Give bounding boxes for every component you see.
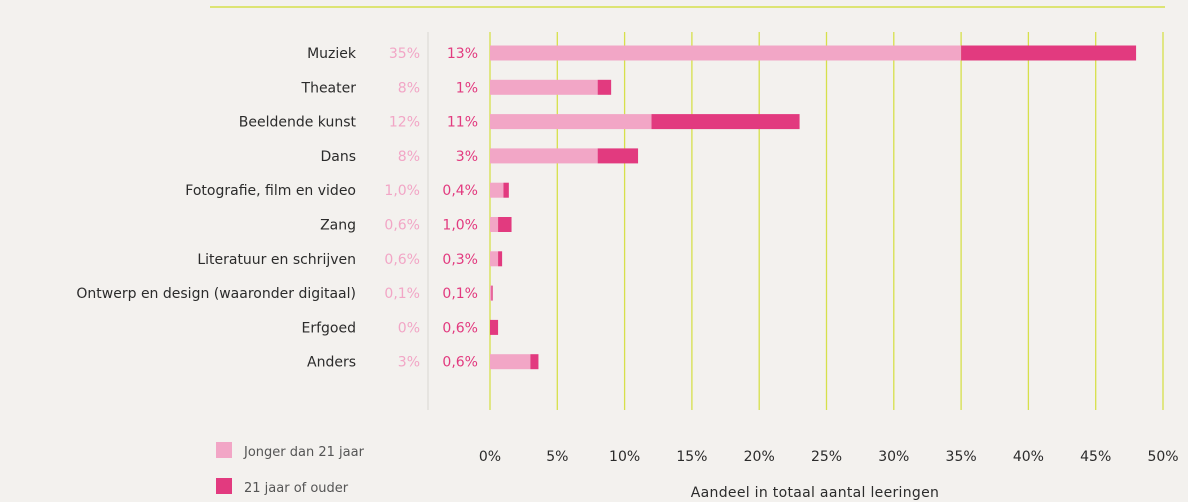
legend-swatch-old [216, 478, 232, 494]
category-label: Beeldende kunst [239, 115, 357, 131]
bar-old [597, 79, 612, 95]
value-label-young: 0,6% [384, 252, 420, 268]
value-label-young: 1,0% [384, 183, 420, 199]
value-label-young: 0,6% [384, 218, 420, 234]
bar-old [597, 148, 639, 164]
x-tick-label: 20% [744, 449, 775, 465]
value-label-young: 8% [398, 149, 420, 165]
value-label-old: 0,3% [442, 252, 478, 268]
x-tick-label: 0% [479, 449, 501, 465]
bar-young [490, 354, 531, 370]
bar-old [651, 114, 800, 130]
bar-young [490, 217, 499, 232]
bar-old [961, 45, 1137, 61]
value-label-old: 1% [456, 80, 478, 96]
value-label-old: 0,6% [442, 355, 478, 371]
category-label: Erfgoed [302, 320, 356, 336]
tick-layer: 0% 5% 10% 15% 20% 25% 30% 35% 40% 45% 50% [479, 449, 1179, 465]
value-label-old: 0,1% [442, 286, 478, 302]
legend-label-young: Jonger dan 21 jaar [243, 445, 365, 460]
category-label: Zang [320, 218, 356, 234]
bar-old [491, 285, 493, 301]
bar-young [490, 182, 504, 198]
category-label: Ontwerp en design (waaronder digitaal) [76, 286, 356, 302]
bar-young [490, 114, 652, 130]
value-label-young: 3% [398, 355, 420, 371]
legend-swatch-young [216, 442, 232, 458]
x-tick-label: 40% [1013, 449, 1044, 465]
legend: Jonger dan 21 jaar 21 jaar of ouder [216, 442, 365, 496]
bar-young [490, 45, 962, 61]
bar-young [490, 79, 598, 95]
value-label-young: 35% [389, 46, 420, 62]
legend-label-old: 21 jaar of ouder [244, 481, 349, 496]
value-label-old: 11% [447, 115, 478, 131]
value-label-young: 0% [398, 320, 420, 336]
bar-young [490, 285, 492, 301]
category-label: Fotografie, film en video [185, 183, 356, 199]
x-tick-label: 5% [546, 449, 568, 465]
x-tick-label: 45% [1080, 449, 1111, 465]
category-label: Muziek [307, 46, 357, 62]
value-label-young: 8% [398, 80, 420, 96]
category-label: Literatuur en schrijven [197, 252, 356, 268]
x-tick-label: 15% [676, 449, 707, 465]
category-label: Dans [320, 149, 356, 165]
value-label-old: 13% [447, 46, 478, 62]
bar-old [490, 319, 499, 335]
value-label-old: 0,6% [442, 320, 478, 336]
bar-old [530, 354, 539, 370]
bar-old [498, 217, 512, 232]
x-tick-label: 10% [609, 449, 640, 465]
bar-young [490, 148, 598, 164]
grid-layer [489, 32, 1164, 410]
bar-young [490, 251, 499, 267]
category-label: Anders [307, 355, 356, 371]
bar-layer [490, 45, 1137, 370]
value-label-old: 0,4% [442, 183, 478, 199]
bar-old [503, 182, 509, 198]
value-label-old: 1,0% [442, 218, 478, 234]
x-tick-label: 30% [878, 449, 909, 465]
x-tick-label: 35% [946, 449, 977, 465]
x-tick-label: 25% [811, 449, 842, 465]
label-layer: Muziek 35% 13% Theater 8% 1% Beeldende kunst 12… [76, 46, 478, 371]
x-tick-label: 50% [1147, 449, 1178, 465]
value-label-young: 12% [389, 115, 420, 131]
bar-old [498, 251, 503, 267]
x-axis-title: Aandeel in totaal aantal leeringen [691, 485, 939, 501]
value-label-young: 0,1% [384, 286, 420, 302]
category-label: Theater [301, 80, 357, 96]
value-label-old: 3% [456, 149, 478, 165]
